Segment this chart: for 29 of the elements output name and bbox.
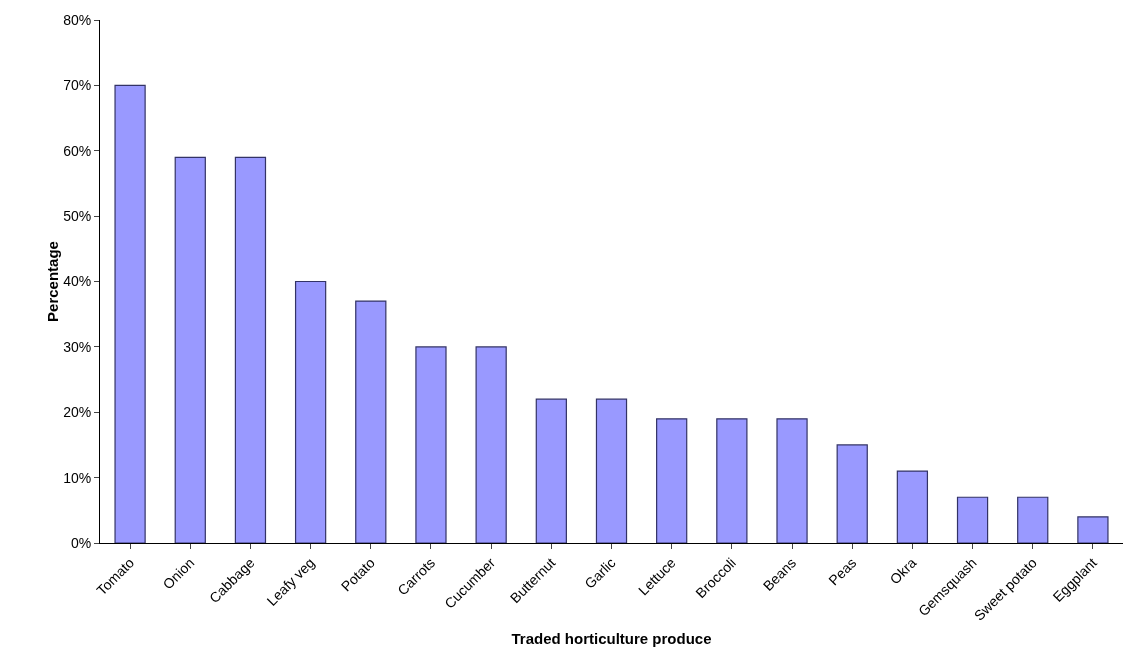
bar: [776, 418, 808, 543]
bar: [716, 418, 748, 543]
y-tick-label: 30%: [63, 338, 92, 355]
bar: [1017, 496, 1049, 543]
y-tick-label: 50%: [63, 208, 92, 225]
y-tick-label: 60%: [63, 142, 92, 159]
bar: [415, 346, 447, 543]
x-axis-title: Traded horticulture produce: [511, 629, 712, 647]
bar: [114, 84, 146, 543]
bar: [174, 156, 206, 543]
y-tick-label: 40%: [63, 273, 92, 290]
bar: [656, 418, 688, 543]
bar: [836, 444, 868, 543]
bar: [535, 398, 567, 543]
bar: [956, 496, 989, 543]
bar: [1077, 516, 1109, 543]
bar: [896, 470, 929, 543]
y-tick-label: 70%: [63, 77, 92, 94]
bar: [294, 280, 327, 543]
y-tick-label: 20%: [63, 404, 92, 421]
y-tick-label: 80%: [63, 11, 92, 28]
y-tick-label: 0%: [70, 534, 92, 551]
bar: [234, 156, 267, 543]
y-axis-title: Percentage: [44, 241, 62, 322]
bar: [355, 300, 387, 543]
bar: [475, 346, 507, 543]
y-tick-label: 10%: [63, 469, 92, 486]
x-tick-label: Okra: [886, 554, 920, 588]
bar: [595, 398, 628, 543]
